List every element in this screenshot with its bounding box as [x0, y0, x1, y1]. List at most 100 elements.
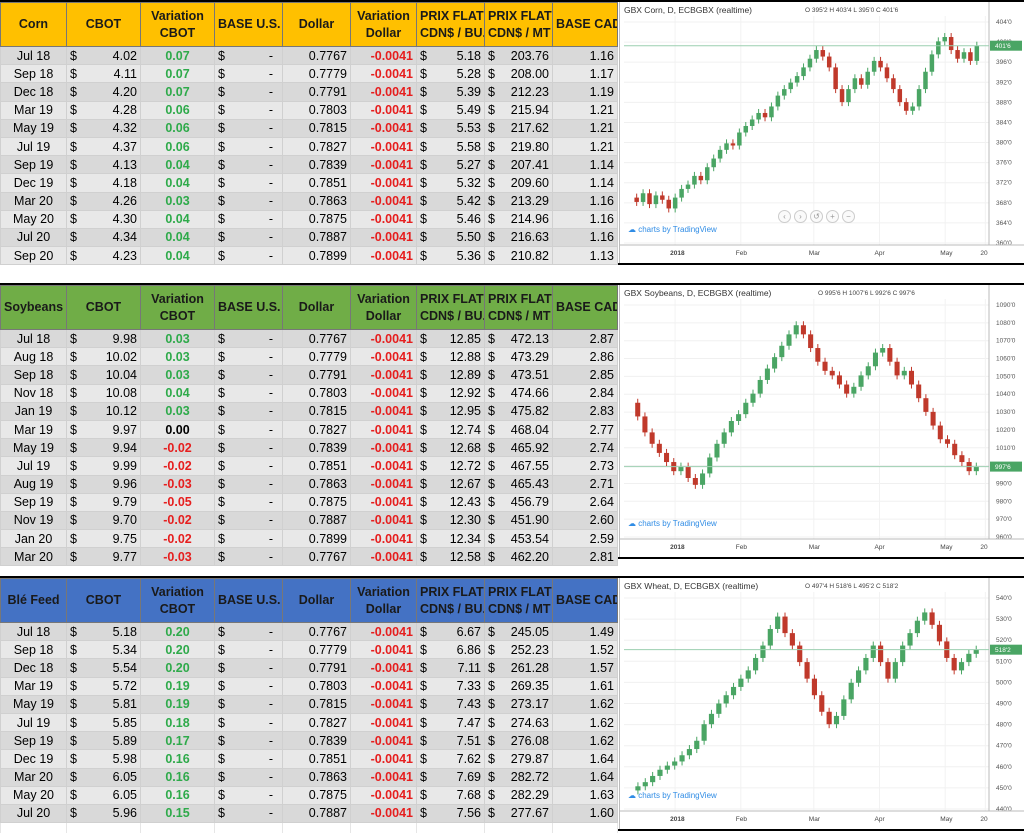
col-cbot: CBOT: [66, 578, 141, 623]
arrow-right-icon[interactable]: ›: [794, 210, 807, 223]
cbot-price: $6.05: [66, 785, 141, 805]
empty-cell: [350, 822, 417, 833]
contract-month: Jul 18: [0, 45, 67, 66]
flat-price-bu: $12.89: [416, 365, 485, 385]
y-tick-label: 1060'0: [996, 356, 1016, 363]
flat-price-mt: $282.29: [484, 785, 553, 805]
zoom-out-icon[interactable]: −: [842, 210, 855, 223]
dollar-rate: 0.7779: [282, 347, 351, 367]
wheat-table: Blé Feed CBOT Variation CBOT BASE U.S. Do…: [0, 578, 618, 833]
cbot-variation: -0.02: [140, 510, 215, 531]
flat-price-bu: $12.34: [416, 529, 485, 549]
candle-body: [743, 125, 749, 133]
col-flat-bu: PRIX FLAT CDN$ / BU.: [416, 2, 485, 47]
base-cad: 2.59: [552, 529, 618, 549]
dollar-variation: -0.0041: [350, 640, 417, 660]
candle-body: [672, 761, 678, 766]
col-var-dollar: Variation Dollar: [350, 578, 417, 623]
candlestick-plot[interactable]: 1090'0 1080'0 1070'0 1060'0 1050'0 1040'0 1030…: [620, 285, 1024, 557]
cbot-price: $4.18: [66, 173, 141, 193]
table-row: Sep 19 $5.89 0.17 $ -0.7839 -0.0041 $7.51 $276.…: [0, 731, 618, 751]
soybeans-table: Soybeans CBOT Variation CBOT BASE U.S. Do…: [0, 285, 618, 567]
cbot-price: $4.11: [66, 64, 141, 84]
x-tick-label: Feb: [736, 816, 748, 823]
base-us: $ -: [214, 492, 283, 512]
cbot-price: $9.96: [66, 474, 141, 494]
y-tick-label: 1020'0: [996, 427, 1016, 434]
base-cad: 2.83: [552, 401, 618, 421]
zoom-in-icon[interactable]: +: [826, 210, 839, 223]
flat-price-mt: $473.29: [484, 347, 553, 367]
flat-price-mt: $465.43: [484, 474, 553, 494]
dollar-variation: -0.0041: [350, 209, 417, 229]
candle-body: [794, 76, 800, 83]
candle-body: [797, 645, 803, 663]
cbot-variation: 0.03: [140, 365, 215, 385]
table-row: Jul 18 $4.02 0.07 $ -0.7767 -0.0041 $5.18 $203.…: [0, 45, 618, 66]
base-us: $ -: [214, 658, 283, 678]
candle-body: [679, 755, 685, 762]
cbot-variation: 0.20: [140, 621, 215, 642]
candle-body: [852, 78, 858, 90]
cbot-price: $9.98: [66, 328, 141, 349]
table-row: Dec 19 $4.18 0.04 $ -0.7851 -0.0041 $5.32 $209.…: [0, 173, 618, 193]
dollar-rate: 0.7863: [282, 191, 351, 211]
flat-price-mt: $468.04: [484, 419, 553, 440]
dollar-variation: -0.0041: [350, 767, 417, 787]
y-tick-label: 384'0: [996, 119, 1012, 126]
cbot-variation: 0.07: [140, 82, 215, 102]
base-us: $ -: [214, 712, 283, 733]
dollar-variation: -0.0041: [350, 100, 417, 120]
tradingview-attribution[interactable]: ☁ charts by TradingView: [628, 225, 717, 234]
candle-body: [829, 370, 835, 376]
y-tick-label: 380'0: [996, 140, 1012, 147]
arrow-left-icon[interactable]: ‹: [778, 210, 791, 223]
dollar-rate: 0.7815: [282, 694, 351, 714]
corn-chart[interactable]: GBX Corn, D, ECBGBX (realtime) O 395'2 H …: [619, 2, 1024, 263]
cbot-price: $5.34: [66, 640, 141, 660]
cbot-price: $4.34: [66, 227, 141, 248]
y-tick-label: 540'0: [996, 595, 1012, 602]
cbot-price: $9.94: [66, 438, 141, 458]
base-us: $ -: [214, 173, 283, 193]
dollar-variation: -0.0041: [350, 621, 417, 642]
contract-month: Mar 20: [0, 547, 67, 567]
dollar-rate: 0.7815: [282, 118, 351, 138]
y-tick-label: 388'0: [996, 99, 1012, 106]
dollar-variation: -0.0041: [350, 676, 417, 696]
flat-price-mt: $216.63: [484, 227, 553, 248]
flat-price-bu: $5.50: [416, 227, 485, 248]
last-price-label: 518'2: [995, 647, 1011, 654]
soybeans-chart[interactable]: GBX Soybeans, D, ECBGBX (realtime) O 995'…: [619, 285, 1024, 557]
dollar-variation: -0.0041: [350, 492, 417, 512]
base-us: $ -: [214, 328, 283, 349]
y-tick-label: 364'0: [996, 220, 1012, 227]
candle-body: [642, 782, 648, 787]
candle-body: [738, 678, 744, 687]
candle-body: [772, 357, 778, 369]
table-row: May 20 $4.30 0.04 $ -0.7875 -0.0041 $5.46 $214.…: [0, 209, 618, 229]
candlestick-plot[interactable]: 404'0400'0396'0392'0388'0384'0380'0376'0…: [620, 2, 1024, 263]
dollar-variation: -0.0041: [350, 803, 417, 824]
dollar-variation: -0.0041: [350, 118, 417, 138]
dollar-variation: -0.0041: [350, 731, 417, 751]
wheat-chart[interactable]: GBX Wheat, D, ECBGBX (realtime) O 497'4 H…: [619, 578, 1024, 829]
base-us: $ -: [214, 456, 283, 476]
candlestick-plot[interactable]: 540'0 530'0 520'0 510'0 500'0 490'0 480'0 470'0…: [620, 578, 1024, 829]
table-row: May 19 $9.94 -0.02 $ -0.7839 -0.0041 $12.68 $46…: [0, 438, 618, 458]
col-var-cbot: Variation CBOT: [140, 285, 215, 330]
dollar-variation: -0.0041: [350, 749, 417, 769]
chart-navigation-controls[interactable]: ‹ › ↺ + −: [778, 210, 855, 223]
cbot-variation: 0.16: [140, 749, 215, 769]
flat-price-bu: $5.27: [416, 155, 485, 175]
flat-price-bu: $5.46: [416, 209, 485, 229]
base-cad: 1.14: [552, 173, 618, 193]
tradingview-attribution[interactable]: ☁ charts by TradingView: [628, 519, 717, 528]
dollar-variation: -0.0041: [350, 658, 417, 678]
y-tick-label: 520'0: [996, 637, 1012, 644]
y-tick-label: 490'0: [996, 701, 1012, 708]
reset-icon[interactable]: ↺: [810, 210, 823, 223]
base-cad: 2.85: [552, 365, 618, 385]
tradingview-attribution[interactable]: ☁ charts by TradingView: [628, 791, 717, 800]
ohlc-readout: O 497'4 H 518'6 L 495'2 C 518'2: [805, 583, 899, 590]
